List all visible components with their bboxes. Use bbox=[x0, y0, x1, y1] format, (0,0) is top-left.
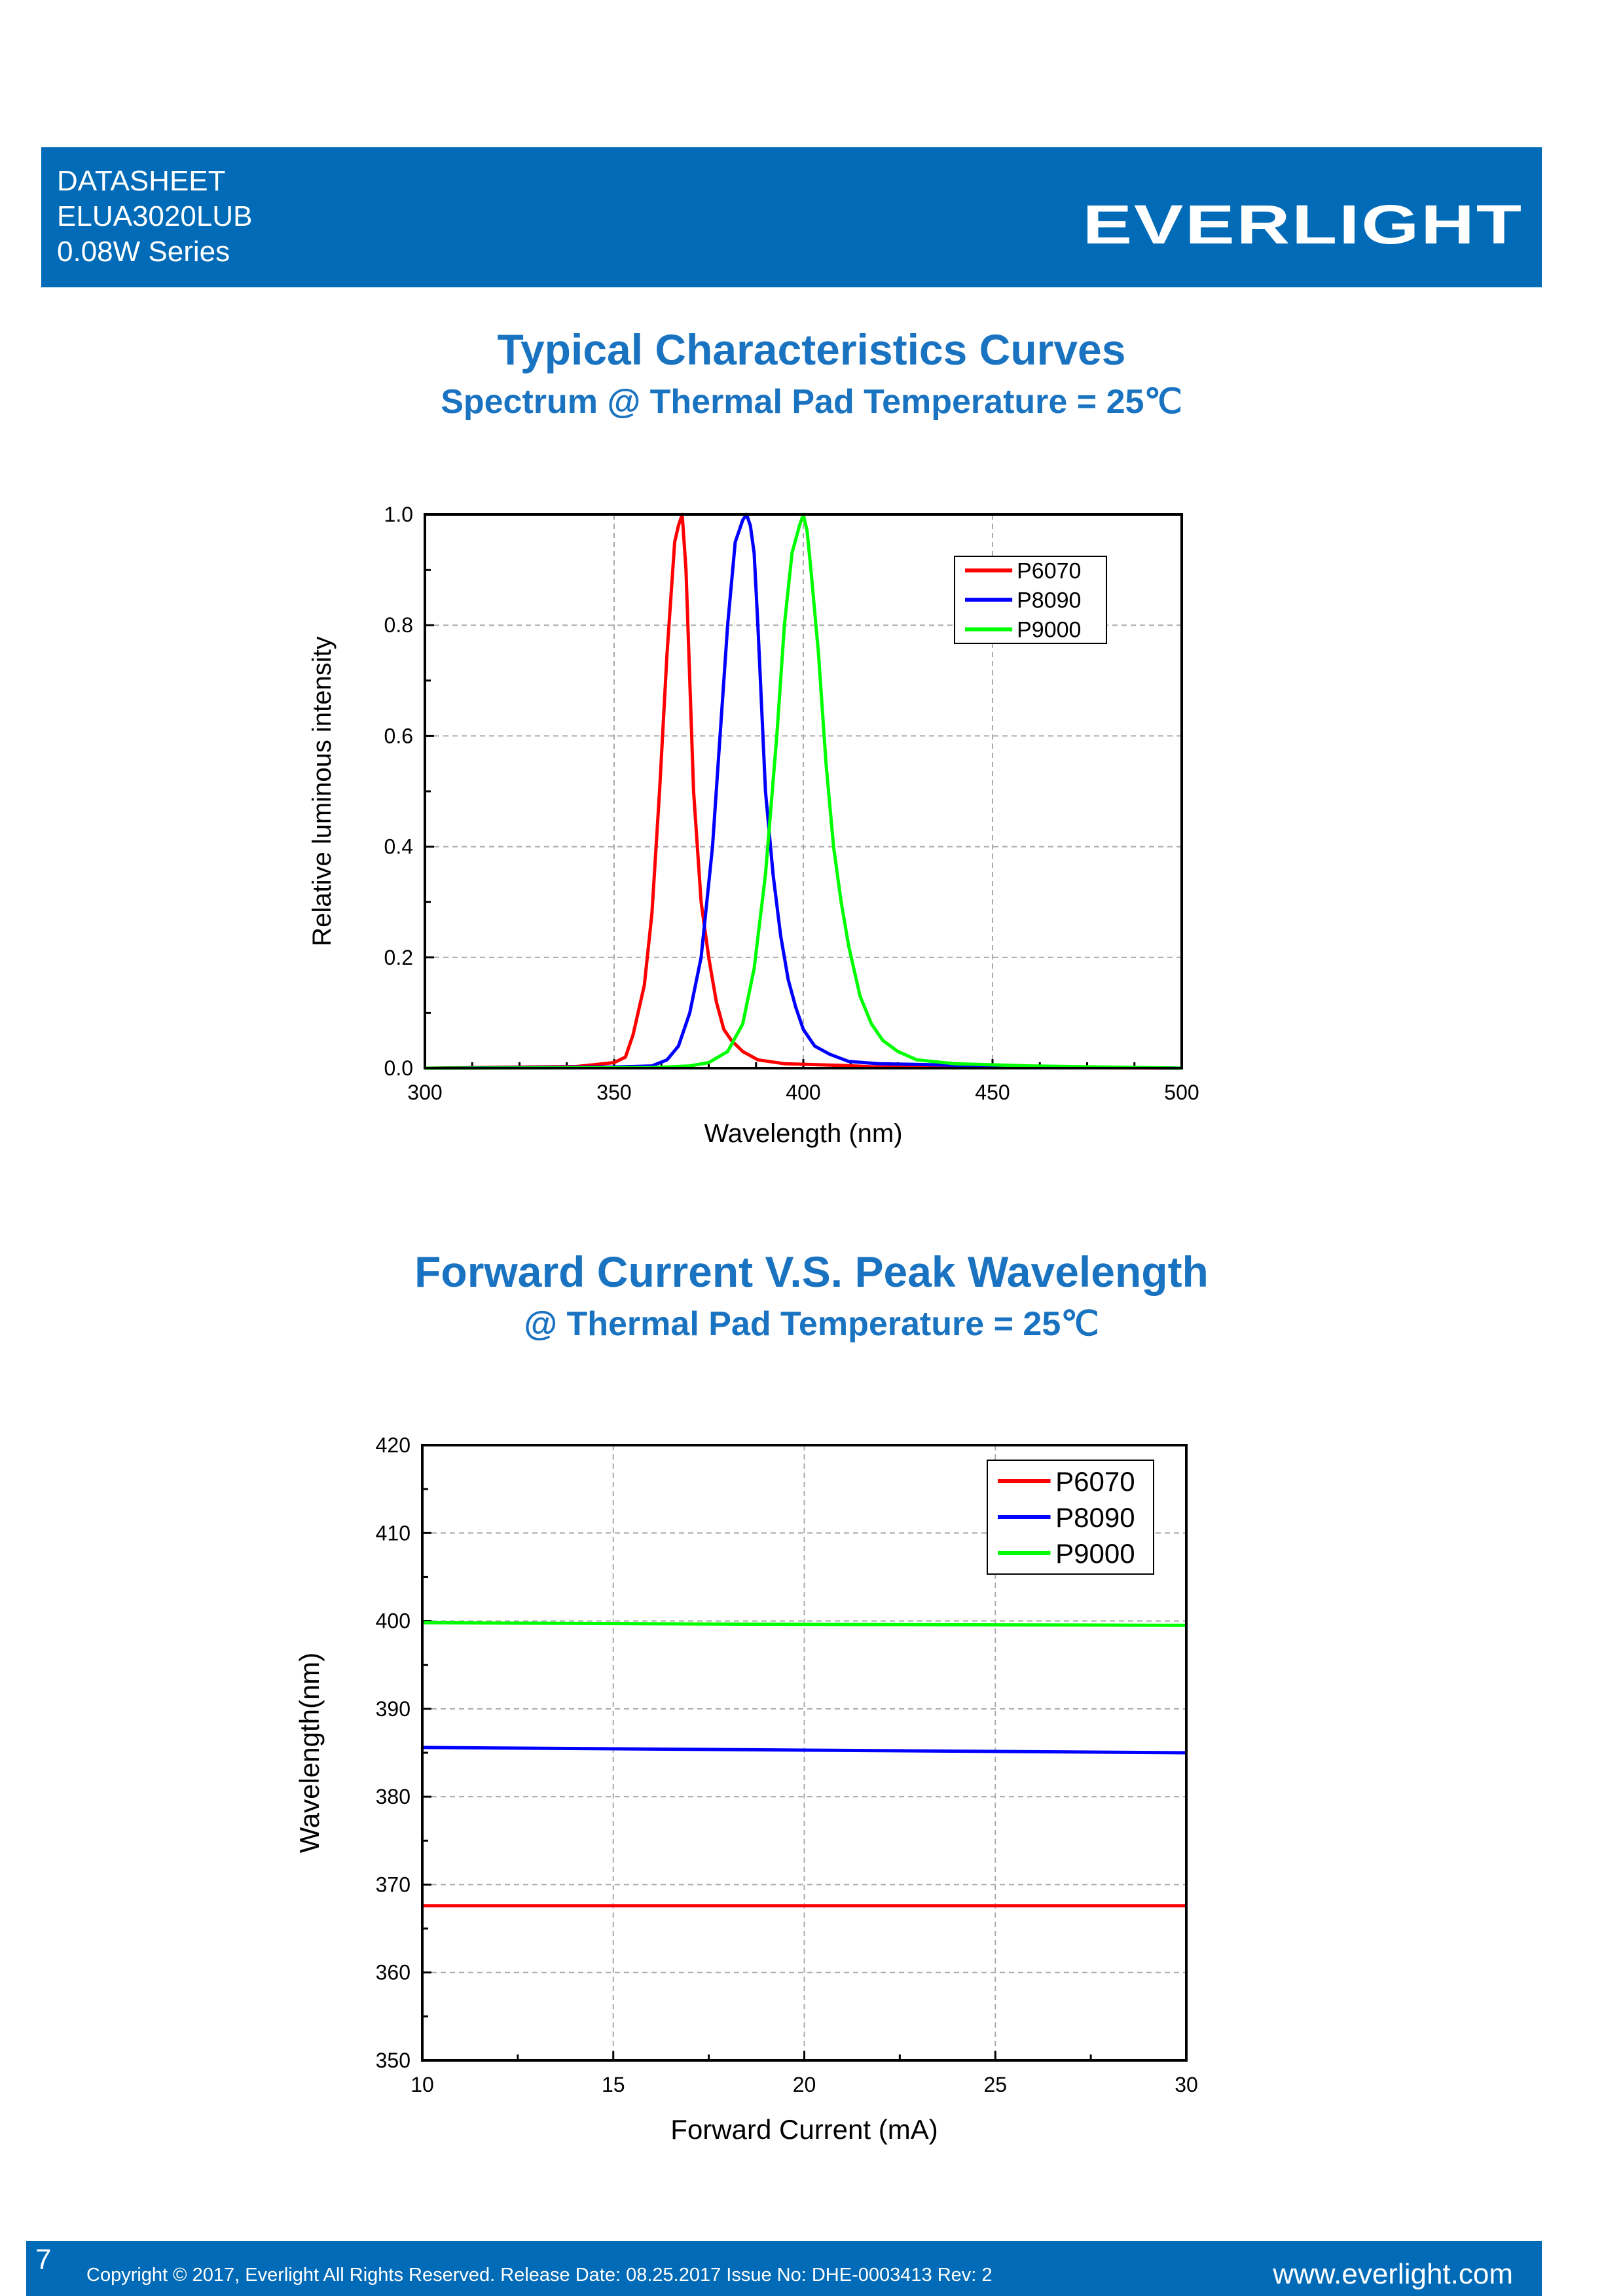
page-number: 7 bbox=[35, 2244, 52, 2276]
y-tick-label: 390 bbox=[376, 1697, 410, 1721]
x-tick-label: 30 bbox=[1175, 2073, 1198, 2096]
y-tick-label: 0.2 bbox=[384, 946, 413, 969]
plot-frame bbox=[424, 513, 1183, 1069]
legend-label: P8090 bbox=[1017, 588, 1081, 613]
section1-title: Typical Characteristics Curves bbox=[497, 325, 1126, 374]
y-tick-label: 1.0 bbox=[384, 503, 413, 526]
header-band: DATASHEET ELUA3020LUB 0.08W Series EVERL… bbox=[41, 147, 1542, 287]
x-tick-label: 350 bbox=[596, 1081, 631, 1104]
everlight-logo: EVERLIGHT bbox=[1082, 194, 1523, 255]
x-axis-label: Wavelength (nm) bbox=[704, 1119, 902, 1148]
product-code: ELUA3020LUB bbox=[57, 200, 253, 232]
y-tick-label: 410 bbox=[376, 1521, 410, 1545]
y-tick-label: 420 bbox=[376, 1433, 410, 1457]
x-tick-label: 300 bbox=[407, 1081, 442, 1104]
y-tick-label: 380 bbox=[376, 1785, 410, 1808]
y-tick-label: 350 bbox=[376, 2049, 410, 2072]
legend-label: P9000 bbox=[1055, 1538, 1135, 1569]
section1-subtitle: Spectrum @ Thermal Pad Temperature = 25℃ bbox=[441, 383, 1182, 421]
y-tick-label: 0.4 bbox=[384, 835, 413, 859]
chart-1: 300 350 400 450 500 0.0 0.2 0.4 0.6 0.8 1.0 Wavelen… bbox=[308, 503, 1199, 1148]
chart-2: 10 15 20 25 30 350 360 370 380 390 400 410 420 Forwar… bbox=[294, 1433, 1198, 2145]
y-tick-label: 0.6 bbox=[384, 724, 413, 747]
series-line-p9000 bbox=[422, 1621, 1187, 1627]
series-line-p9000 bbox=[424, 512, 1182, 1070]
plot-frame bbox=[421, 1444, 1188, 2062]
x-tick-label: 400 bbox=[786, 1081, 820, 1104]
x-tick-label: 15 bbox=[602, 2073, 625, 2096]
series-line-p8090 bbox=[424, 512, 1182, 1070]
website-link[interactable]: www.everlight.com bbox=[1273, 2258, 1513, 2290]
product-series: 0.08W Series bbox=[57, 236, 230, 268]
y-tick-label: 400 bbox=[376, 1609, 410, 1633]
x-tick-label: 25 bbox=[983, 2073, 1007, 2096]
legend-label: P8090 bbox=[1055, 1502, 1135, 1533]
x-tick-label: 500 bbox=[1164, 1081, 1199, 1104]
x-tick-label: 450 bbox=[975, 1081, 1010, 1104]
legend-label: P6070 bbox=[1017, 559, 1081, 584]
x-axis-label: Forward Current (mA) bbox=[670, 2114, 938, 2145]
y-tick-label: 0.8 bbox=[384, 613, 413, 637]
copyright-text: Copyright © 2017, Everlight All Rights R… bbox=[86, 2265, 993, 2286]
y-tick-label: 0.0 bbox=[384, 1056, 413, 1080]
y-tick-label: 370 bbox=[376, 1873, 410, 1896]
section2-title: Forward Current V.S. Peak Wavelength bbox=[414, 1247, 1209, 1296]
legend-label: P9000 bbox=[1017, 618, 1081, 643]
y-axis-label: Wavelength(nm) bbox=[294, 1653, 325, 1854]
legend-label: P6070 bbox=[1055, 1466, 1135, 1497]
x-tick-label: 20 bbox=[793, 2073, 816, 2096]
doc-type: DATASHEET bbox=[57, 165, 226, 197]
series-line-p6070 bbox=[424, 512, 1182, 1070]
x-tick-label: 10 bbox=[410, 2073, 434, 2096]
y-axis-label: Relative luminous intensity bbox=[308, 636, 337, 946]
footer-band: 7 Copyright © 2017, Everlight All Rights… bbox=[26, 2241, 1542, 2296]
section2-subtitle: @ Thermal Pad Temperature = 25℃ bbox=[524, 1305, 1099, 1343]
y-tick-label: 360 bbox=[376, 1961, 410, 1984]
series-line-p8090 bbox=[422, 1746, 1187, 1755]
